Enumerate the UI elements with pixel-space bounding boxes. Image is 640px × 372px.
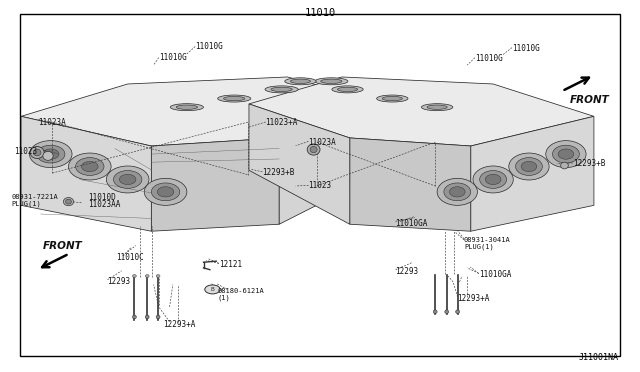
Ellipse shape <box>157 187 174 197</box>
Ellipse shape <box>265 86 298 93</box>
Ellipse shape <box>421 104 453 111</box>
Ellipse shape <box>516 158 543 176</box>
Circle shape <box>205 285 220 294</box>
Ellipse shape <box>218 95 251 102</box>
Text: 11010C: 11010C <box>116 253 144 262</box>
Text: (1): (1) <box>218 294 230 301</box>
Ellipse shape <box>156 275 160 278</box>
Polygon shape <box>249 77 594 146</box>
Ellipse shape <box>176 105 198 109</box>
Ellipse shape <box>437 179 477 205</box>
Ellipse shape <box>33 149 41 156</box>
FancyBboxPatch shape <box>20 14 620 356</box>
Text: 12293+A: 12293+A <box>163 320 196 329</box>
Polygon shape <box>279 104 386 224</box>
Ellipse shape <box>43 151 53 160</box>
Text: J11001NA: J11001NA <box>579 353 618 362</box>
Ellipse shape <box>376 95 408 102</box>
Ellipse shape <box>552 145 579 163</box>
Ellipse shape <box>30 147 44 158</box>
Ellipse shape <box>170 104 204 111</box>
Text: FRONT: FRONT <box>43 241 83 250</box>
Ellipse shape <box>473 166 513 193</box>
Text: PLUG(1): PLUG(1) <box>464 243 493 250</box>
Ellipse shape <box>271 87 292 92</box>
Ellipse shape <box>509 153 549 180</box>
Text: PLUG(1): PLUG(1) <box>12 201 41 207</box>
Ellipse shape <box>113 170 142 188</box>
Polygon shape <box>349 138 471 231</box>
Ellipse shape <box>445 310 449 314</box>
Ellipse shape <box>310 146 317 153</box>
Ellipse shape <box>485 174 501 185</box>
Ellipse shape <box>321 79 342 83</box>
Text: 11023A: 11023A <box>308 138 336 147</box>
Ellipse shape <box>36 145 65 163</box>
Ellipse shape <box>332 86 364 93</box>
Polygon shape <box>152 138 279 231</box>
Ellipse shape <box>68 153 111 180</box>
Ellipse shape <box>558 149 574 159</box>
Text: B: B <box>211 287 214 292</box>
Ellipse shape <box>63 198 74 206</box>
Ellipse shape <box>449 187 465 197</box>
Ellipse shape <box>521 161 537 171</box>
Ellipse shape <box>546 141 586 167</box>
Text: 12293: 12293 <box>396 267 419 276</box>
Ellipse shape <box>156 315 160 319</box>
Text: 11023AA: 11023AA <box>88 200 121 209</box>
Ellipse shape <box>315 78 348 85</box>
Text: 11010G: 11010G <box>195 42 223 51</box>
Ellipse shape <box>456 310 460 314</box>
Ellipse shape <box>76 158 104 176</box>
Text: 08180-6121A: 08180-6121A <box>218 288 264 294</box>
Text: 08931-7221A: 08931-7221A <box>12 194 58 200</box>
Text: 11010G: 11010G <box>159 53 186 62</box>
Ellipse shape <box>427 105 447 109</box>
Ellipse shape <box>382 96 403 101</box>
Text: 11010D: 11010D <box>88 193 116 202</box>
Text: 11023: 11023 <box>14 147 37 156</box>
Ellipse shape <box>151 183 180 201</box>
Text: 12121: 12121 <box>219 260 242 269</box>
Ellipse shape <box>106 166 149 193</box>
Ellipse shape <box>337 87 358 92</box>
Text: 11010G: 11010G <box>475 54 502 63</box>
Ellipse shape <box>145 315 149 319</box>
Text: 12293+B: 12293+B <box>262 169 295 177</box>
Text: 08931-3041A: 08931-3041A <box>464 237 511 243</box>
Ellipse shape <box>480 170 507 188</box>
Ellipse shape <box>444 183 471 201</box>
Polygon shape <box>21 77 386 146</box>
Text: FRONT: FRONT <box>570 96 609 105</box>
Polygon shape <box>21 116 152 231</box>
Ellipse shape <box>285 78 316 85</box>
Text: 11023A: 11023A <box>38 118 66 127</box>
Ellipse shape <box>29 141 72 167</box>
Text: 11023+A: 11023+A <box>266 118 298 127</box>
Ellipse shape <box>42 149 59 159</box>
Ellipse shape <box>132 275 136 278</box>
Text: 12293+A: 12293+A <box>458 294 490 303</box>
Text: 11023: 11023 <box>308 182 332 190</box>
Text: 11010GA: 11010GA <box>396 219 428 228</box>
Text: 11010: 11010 <box>305 8 335 18</box>
Ellipse shape <box>120 174 136 185</box>
Ellipse shape <box>291 79 310 83</box>
Ellipse shape <box>132 315 136 319</box>
Ellipse shape <box>66 199 72 204</box>
Ellipse shape <box>81 161 98 171</box>
Text: 11010GA: 11010GA <box>479 270 511 279</box>
Ellipse shape <box>433 310 437 314</box>
Ellipse shape <box>561 162 568 169</box>
Polygon shape <box>471 116 594 231</box>
Ellipse shape <box>307 144 320 155</box>
Ellipse shape <box>144 179 187 205</box>
Text: 12293+B: 12293+B <box>573 159 605 168</box>
Ellipse shape <box>145 275 149 278</box>
Text: 12293: 12293 <box>108 278 131 286</box>
Ellipse shape <box>223 96 245 101</box>
Polygon shape <box>249 104 349 224</box>
Text: 11010G: 11010G <box>512 44 540 53</box>
